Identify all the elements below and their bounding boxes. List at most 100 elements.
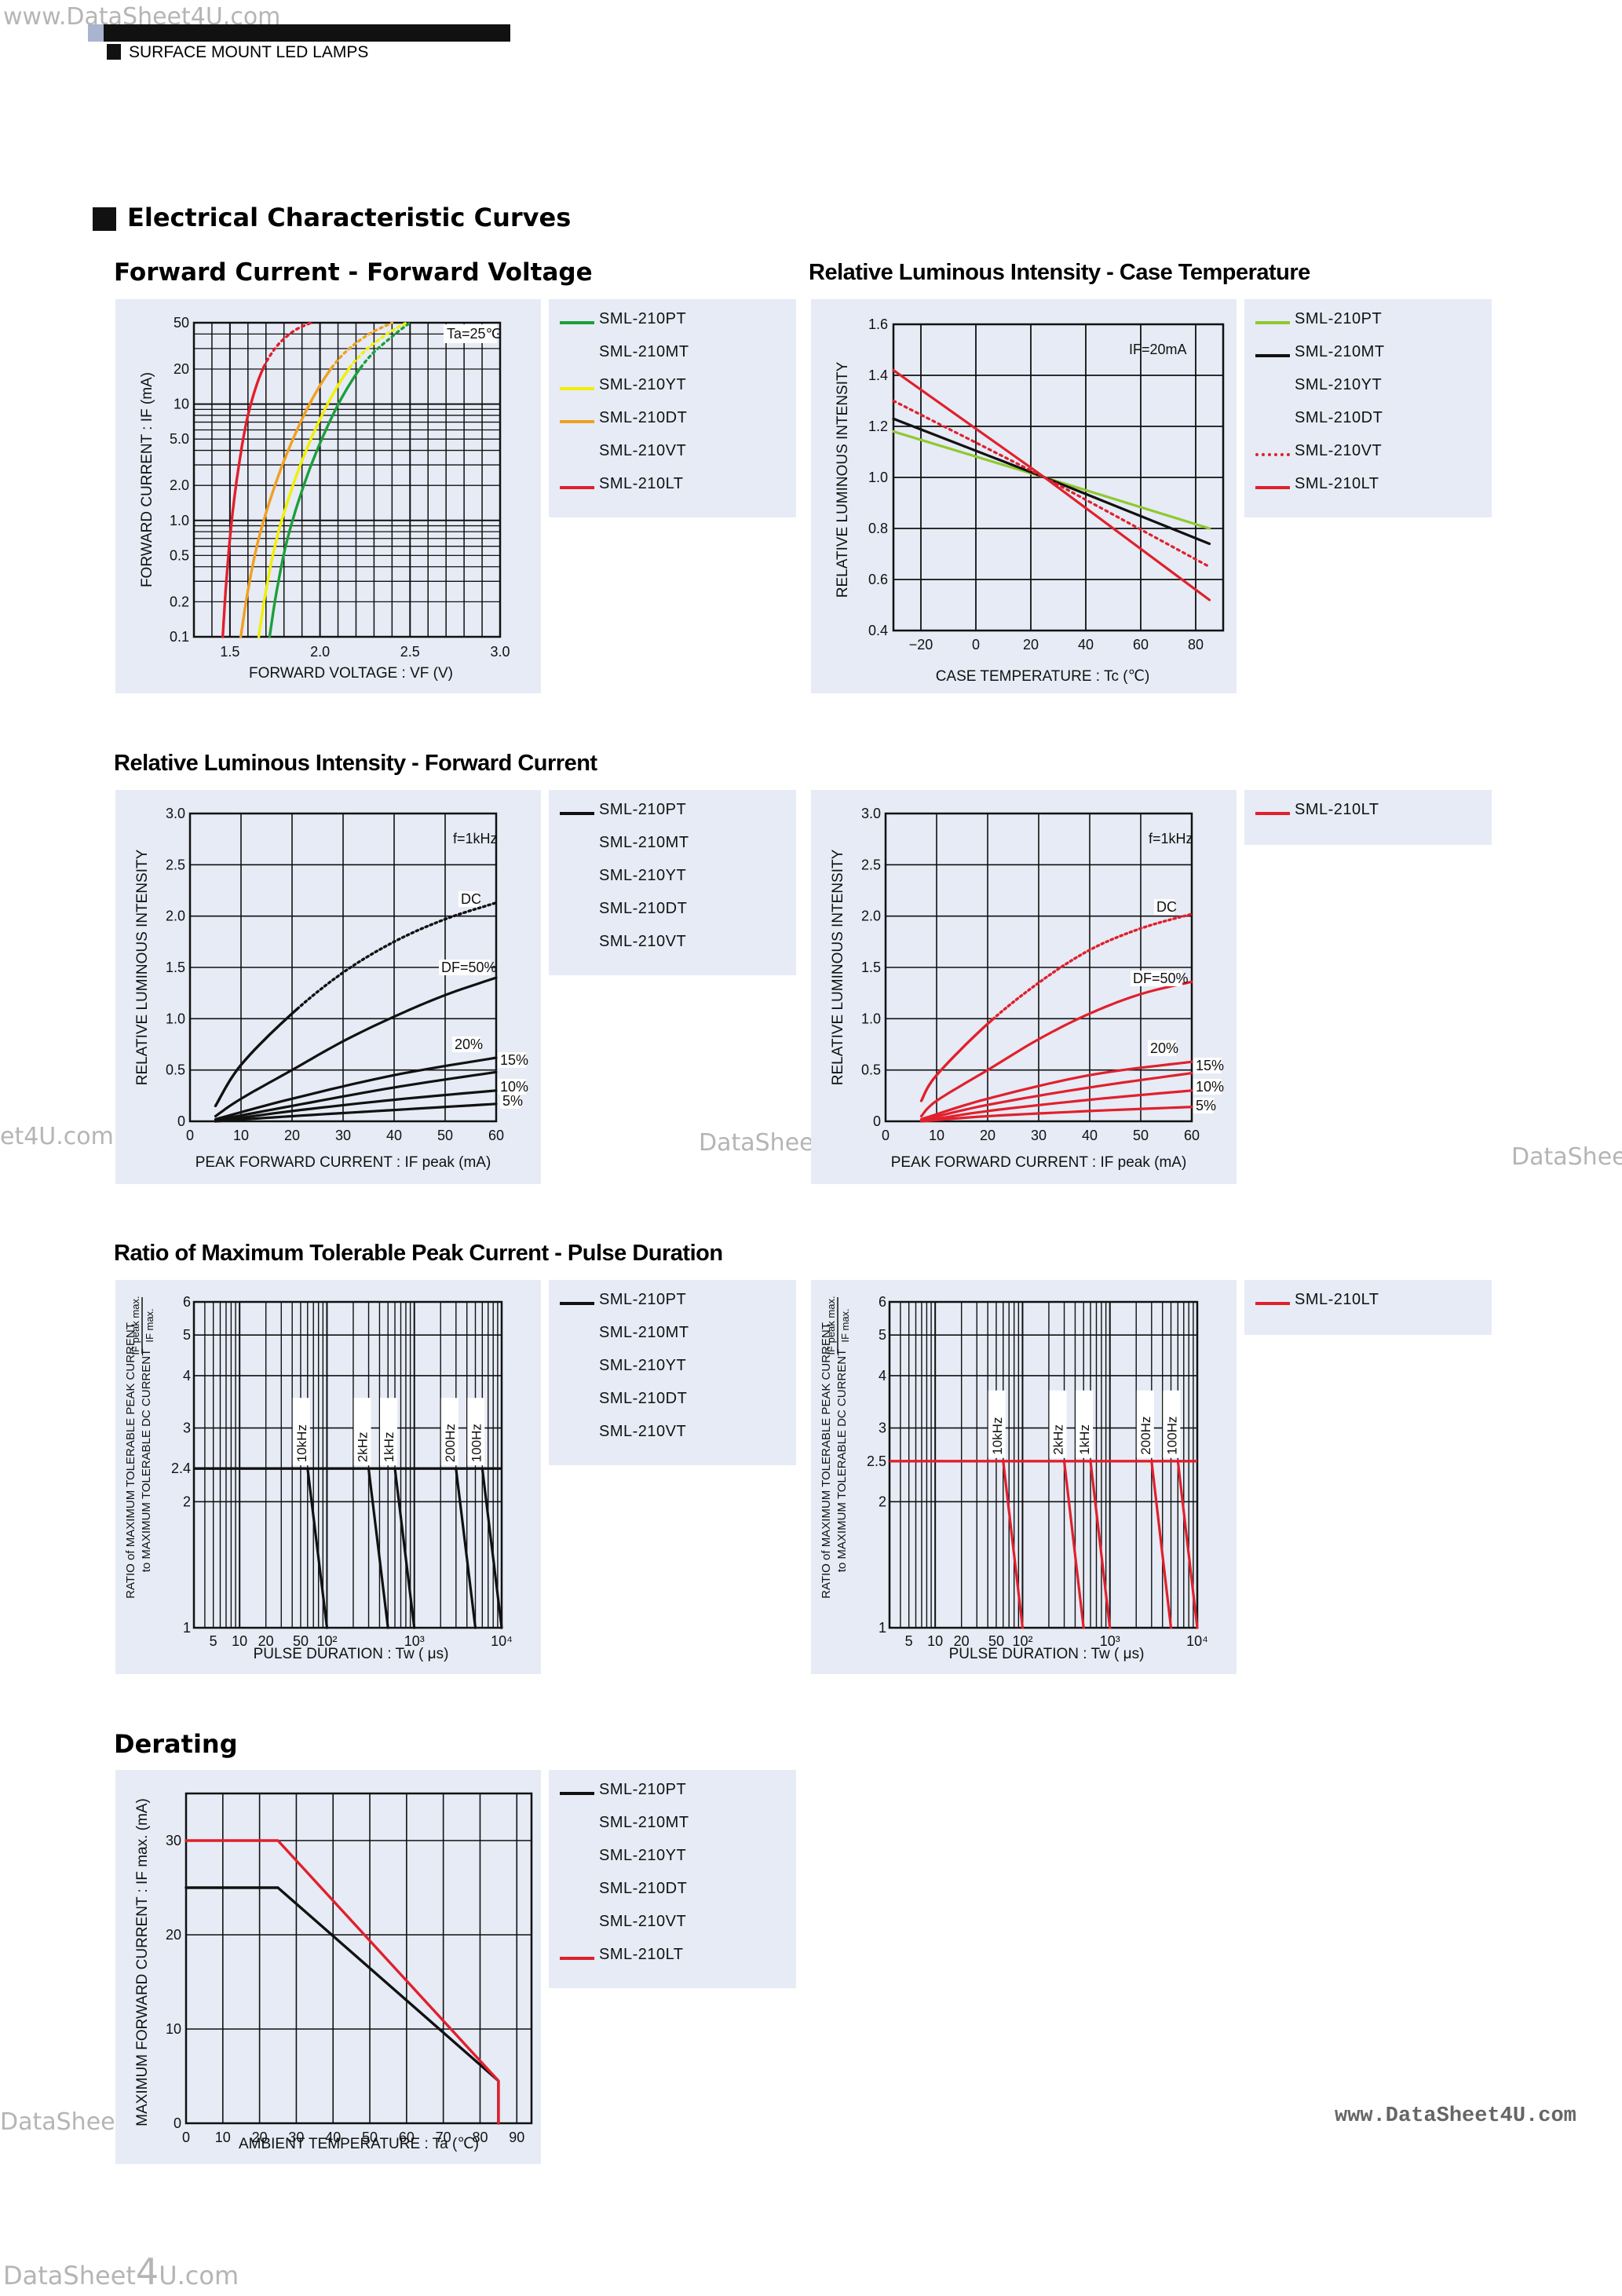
chart-derating: 0 10 20 30 40 50 60 70 80 90 30 20 10 0 AMBIENT TEMPE… xyxy=(134,1792,533,2152)
y-tick-label: 20 xyxy=(174,361,189,377)
series-line xyxy=(919,980,1193,1118)
chart-note: IF=20mA xyxy=(1129,342,1187,357)
x-tick-label: 10 xyxy=(215,2130,231,2145)
header-category: SURFACE MOUNT LED LAMPS xyxy=(129,43,369,61)
caption-pulse-duration: Ratio of Maximum Tolerable Peak Current … xyxy=(114,1241,723,1266)
x-tick-label: 10² xyxy=(316,1633,337,1649)
y-tick-label: 3 xyxy=(879,1420,886,1436)
y-tick-label: 2 xyxy=(879,1493,886,1509)
watermark-bottom-left: DataSheet4U.com xyxy=(3,2250,239,2293)
series-line xyxy=(892,368,1211,601)
x-axis-label: FORWARD VOLTAGE : VF (V) xyxy=(249,665,453,682)
series-line xyxy=(919,1060,1193,1121)
legend-swatch xyxy=(560,420,594,423)
series-line xyxy=(184,1839,500,2125)
legend-label: SML-210MT xyxy=(599,343,689,360)
x-tick-label: 2.5 xyxy=(400,644,420,660)
series-line xyxy=(214,1056,498,1121)
y-tick-label: 20 xyxy=(166,1927,181,1943)
y-tick-label: 1.0 xyxy=(166,1011,185,1026)
x-tick-label: 50 xyxy=(437,1128,453,1143)
legend-swatch xyxy=(1255,1302,1290,1305)
header-bar xyxy=(88,24,510,42)
x-tick-label: 50 xyxy=(988,1633,1004,1649)
series-line xyxy=(214,1102,498,1123)
legend-item: SML-210PT xyxy=(549,1286,796,1319)
legend-swatch xyxy=(560,486,594,489)
y-tick-label: 0.4 xyxy=(868,623,888,638)
frequency-label: 10kHz xyxy=(294,1424,309,1462)
chart-note: f=1kHz xyxy=(1149,831,1193,846)
y-tick-label: 2.0 xyxy=(861,909,881,924)
y-tick-label: 2.0 xyxy=(166,909,185,924)
x-tick-label: 0 xyxy=(882,1128,890,1143)
legend-item: SML-210LT xyxy=(1244,796,1492,829)
y-tick-label: 2.5 xyxy=(867,1453,886,1469)
legend-item: SML-210MT xyxy=(549,338,796,371)
watermark-mid-center: DataShee xyxy=(699,1129,814,1157)
y-tick-label: 3.0 xyxy=(166,806,185,821)
y-tick-label: 10 xyxy=(166,2021,181,2037)
x-tick-label: 40 xyxy=(325,2130,341,2145)
legend-label: SML-210PT xyxy=(599,1781,687,1798)
chart-forward-voltage: Ta=25℃ 1.5 2.0 2.5 3.0 50 20 10 5.0 2.0 1.0 0.5 0.2… xyxy=(139,315,510,682)
series-line xyxy=(919,1018,995,1102)
legend-item: SML-210DT xyxy=(549,895,796,928)
y-tick-label: 6 xyxy=(879,1294,886,1310)
x-tick-label: 3.0 xyxy=(490,644,510,660)
legend-label: SML-210LT xyxy=(599,1946,684,1963)
legend-item: SML-210MT xyxy=(1244,338,1492,371)
x-tick-label: 10 xyxy=(929,1128,944,1143)
header-accent xyxy=(88,24,104,42)
legend-label: SML-210YT xyxy=(599,376,687,393)
series-line-extrapolated xyxy=(359,321,411,369)
legend-item: SML-210MT xyxy=(549,829,796,862)
series-line xyxy=(306,1467,329,1629)
legend-case-temperature: SML-210PT SML-210MT SML-210YT SML-210DT SML-… xyxy=(1244,299,1492,517)
frequency-label: 2kHz xyxy=(1051,1424,1066,1455)
y-tick-label: 1.0 xyxy=(170,513,189,528)
series-line xyxy=(1176,1460,1199,1629)
y-axis-label: MAXIMUM FORWARD CURRENT : IF max. (mA) xyxy=(134,1798,151,2126)
y-tick-label: 2.0 xyxy=(170,477,189,493)
caption-derating: Derating xyxy=(114,1729,238,1759)
series-line xyxy=(367,1467,389,1629)
y-tick-label: 3 xyxy=(183,1420,191,1436)
legend-swatch xyxy=(560,1792,594,1795)
y-tick-label: 1.6 xyxy=(868,316,888,332)
curve-label: DF=50% xyxy=(1133,971,1189,986)
series-line xyxy=(268,366,363,638)
legend-label: SML-210DT xyxy=(599,409,688,426)
series-line xyxy=(480,1467,503,1629)
y-tick-label: 5 xyxy=(879,1327,886,1343)
x-tick-label: 40 xyxy=(1078,637,1094,653)
y-tick-label: 4 xyxy=(879,1368,886,1384)
x-tick-label: −20 xyxy=(909,637,933,653)
legend-label: SML-210VT xyxy=(599,1913,687,1930)
legend-item: SML-210PT xyxy=(1244,305,1492,338)
legend-item: SML-210YT xyxy=(549,1842,796,1875)
watermark-low-right: www.DataSheet4U.com xyxy=(1335,2104,1576,2128)
y-tick-label: 1.5 xyxy=(166,960,185,975)
legend-label: SML-210YT xyxy=(599,867,687,884)
x-tick-label: 30 xyxy=(288,2130,304,2145)
y-tick-label: 5 xyxy=(183,1327,191,1343)
legend-swatch xyxy=(560,812,594,815)
series-line xyxy=(239,366,334,638)
x-tick-label: 1.5 xyxy=(220,644,239,660)
legend-swatch xyxy=(1255,354,1290,357)
legend-label: SML-210VT xyxy=(599,1423,687,1440)
y-tick-label: 1.4 xyxy=(868,367,888,383)
series-line xyxy=(214,1070,498,1122)
legend-label: SML-210DT xyxy=(599,1880,688,1897)
y-axis-label: RATIO of MAXIMUM TOLERABLE PEAK CURRENT … xyxy=(124,1296,155,1598)
y-tick-label: 0.5 xyxy=(170,547,189,563)
chart-panel-pulse-left: 10kHz 2kHz 1kHz 200Hz 100Hz 5 10 20 50 10² 10³ 10⁴… xyxy=(115,1280,541,1674)
y-axis-label: RATIO of MAXIMUM TOLERABLE PEAK CURRENT … xyxy=(820,1296,851,1598)
section-square xyxy=(93,207,116,231)
x-tick-label: 40 xyxy=(386,1128,402,1143)
legend-label: SML-210YT xyxy=(1295,376,1383,393)
x-tick-label: 10⁴ xyxy=(1186,1633,1208,1649)
x-axis-label: PEAK FORWARD CURRENT : IF peak (mA) xyxy=(195,1154,491,1171)
legend-item: SML-210PT xyxy=(549,1776,796,1809)
